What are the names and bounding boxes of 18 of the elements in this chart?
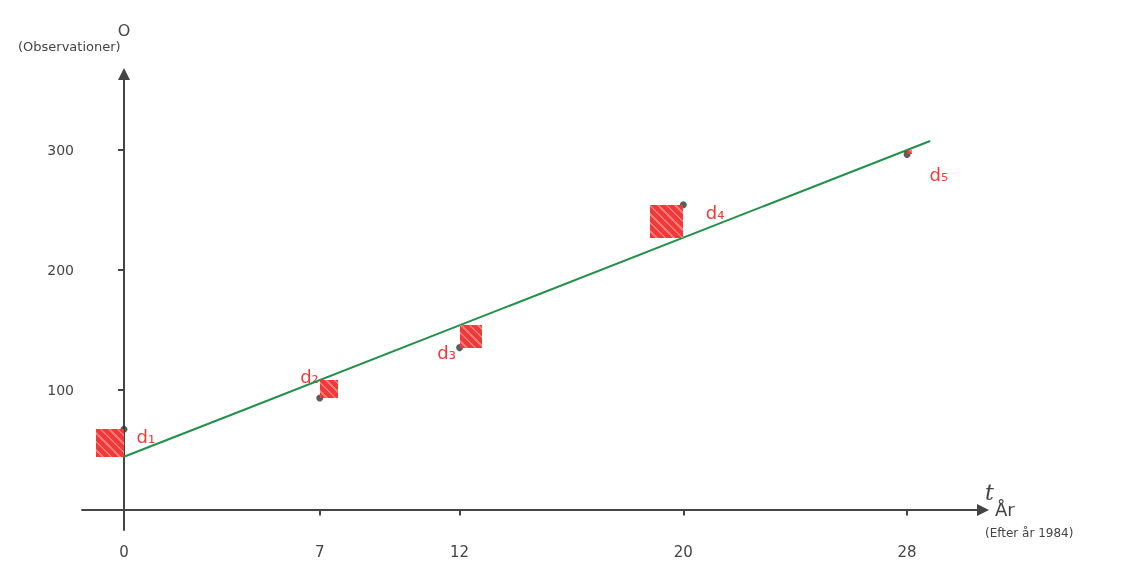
x-tick-label: 12 (450, 542, 470, 561)
annotation: d₄ (705, 201, 725, 223)
text: (Observationer) (18, 39, 121, 54)
y-tick-label: 300 (47, 141, 74, 158)
x-tick-label: 28 (897, 542, 917, 561)
text: (Efter år 1984) (985, 526, 1074, 540)
y-tick-label: 200 (47, 261, 74, 278)
x-tick-label: 0 (119, 542, 129, 561)
x-tick-label: 20 (673, 542, 693, 561)
text: År (995, 498, 1016, 520)
annotation: d₅ (929, 164, 949, 186)
y-tick-label: 100 (47, 381, 74, 398)
x-axis-title: t (985, 480, 994, 506)
x-tick-label: 7 (314, 542, 325, 561)
annotation: d₁ (136, 425, 156, 447)
annotation: d₃ (437, 341, 456, 363)
y-axis-title: O (117, 20, 131, 40)
annotation: d₂ (300, 365, 319, 387)
